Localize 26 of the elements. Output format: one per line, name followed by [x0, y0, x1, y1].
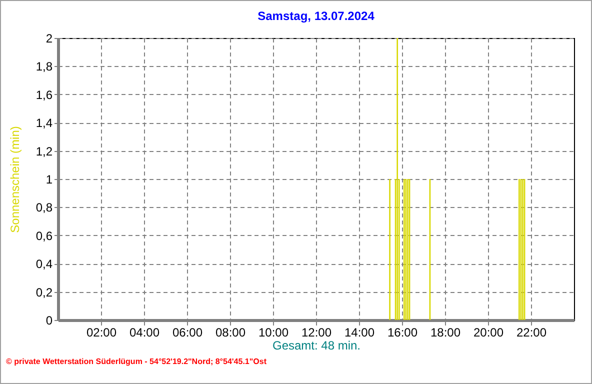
y-tick-label: 0	[46, 314, 53, 328]
x-tick-label: 08:00	[215, 326, 246, 340]
text: © private Wetterstation Süderlügum - 54°52'19.2"Nord; 8°54'45.1"Ost	[6, 357, 267, 366]
y-tick-label: 0,4	[36, 257, 53, 272]
y-tick-label: 1,2	[36, 144, 53, 158]
x-tick-label: 16:00	[387, 326, 418, 340]
y-axis-title: Sonnenschein (min)	[8, 126, 22, 233]
x-tick-label: 06:00	[172, 326, 203, 340]
y-tick-label: 0,2	[36, 285, 53, 300]
x-tick-label: 14:00	[344, 326, 375, 340]
x-axis-title: Gesamt: 48 min.	[272, 338, 361, 352]
x-tick-label: 10:00	[258, 326, 289, 340]
y-tick-label: 1,8	[36, 60, 53, 74]
y-tick-label: 0,8	[36, 200, 53, 215]
x-tick-label: 18:00	[430, 326, 461, 340]
x-tick-label: 02:00	[86, 326, 117, 340]
y-tick-label: 1	[46, 172, 53, 186]
y-tick-label: 1,4	[36, 116, 53, 130]
y-tick-label: 1,6	[36, 88, 53, 102]
chart-title: Samstag, 13.07.2024	[258, 9, 375, 23]
x-tick-label: 20:00	[473, 326, 504, 340]
x-tick-label: 22:00	[516, 326, 547, 340]
x-tick-label: 12:00	[301, 326, 332, 340]
y-tick-label: 2	[46, 32, 53, 46]
y-tick-label: 0,6	[36, 228, 53, 243]
x-tick-label: 04:00	[129, 326, 160, 340]
